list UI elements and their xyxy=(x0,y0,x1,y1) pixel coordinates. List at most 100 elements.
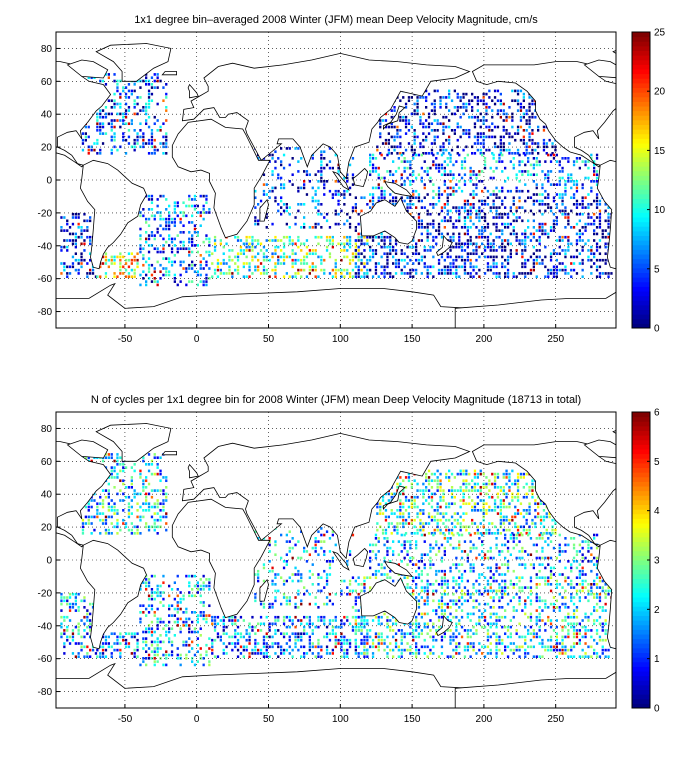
data-cell xyxy=(136,525,139,529)
data-cell xyxy=(501,579,504,583)
data-cell xyxy=(133,463,136,466)
data-cell xyxy=(107,482,110,486)
data-cell xyxy=(492,579,495,583)
data-cell xyxy=(285,222,288,226)
data-cell xyxy=(524,170,527,173)
data-cell xyxy=(145,463,148,466)
data-cell xyxy=(486,239,490,242)
data-cell xyxy=(277,589,280,593)
data-cell xyxy=(462,102,465,106)
data-cell xyxy=(426,170,429,173)
data-cell xyxy=(433,89,436,93)
data-cell xyxy=(604,245,607,249)
data-cell xyxy=(357,252,360,256)
data-cell xyxy=(549,229,553,232)
data-cell xyxy=(552,199,556,203)
data-cell xyxy=(213,245,217,249)
data-cell xyxy=(113,125,116,129)
data-cell xyxy=(593,160,596,163)
data-cell xyxy=(452,232,455,236)
data-cell xyxy=(351,606,355,609)
data-cell xyxy=(147,142,151,145)
data-cell xyxy=(265,648,268,652)
data-cell xyxy=(426,222,429,226)
data-cell xyxy=(521,255,524,259)
data-cell xyxy=(463,645,467,649)
data-cell xyxy=(314,546,317,550)
data-cell xyxy=(419,115,422,119)
data-cell xyxy=(262,245,266,249)
data-cell xyxy=(282,560,286,563)
data-cell xyxy=(188,231,191,234)
data-cell xyxy=(417,219,421,223)
data-cell xyxy=(222,629,225,632)
data-cell xyxy=(236,268,240,272)
data-cell xyxy=(271,255,274,259)
data-cell xyxy=(99,125,102,129)
data-cell xyxy=(228,619,231,622)
data-cell xyxy=(205,578,208,581)
data-cell xyxy=(208,584,211,588)
data-cell xyxy=(346,560,349,563)
data-cell xyxy=(80,229,83,232)
data-cell xyxy=(502,148,505,152)
data-cell xyxy=(340,589,343,593)
data-cell xyxy=(369,153,372,157)
data-cell xyxy=(472,268,475,272)
data-cell xyxy=(133,142,136,145)
data-cell xyxy=(410,145,413,149)
data-cell xyxy=(259,622,263,626)
data-cell xyxy=(60,262,63,265)
data-cell xyxy=(479,152,482,155)
data-cell xyxy=(459,135,462,139)
data-cell xyxy=(413,129,416,132)
data-cell xyxy=(483,203,487,206)
data-cell xyxy=(182,594,185,598)
data-cell xyxy=(516,129,520,132)
data-cell xyxy=(211,622,214,626)
data-cell xyxy=(489,209,492,213)
data-cell xyxy=(66,222,69,226)
data-cell xyxy=(446,255,449,259)
data-cell xyxy=(87,148,90,152)
data-cell xyxy=(265,642,268,645)
data-cell xyxy=(139,604,142,608)
data-cell xyxy=(196,620,199,624)
data-cell xyxy=(340,642,343,645)
data-cell xyxy=(303,170,306,173)
data-cell xyxy=(567,249,570,252)
data-cell xyxy=(366,203,369,206)
data-cell xyxy=(417,635,421,639)
data-cell xyxy=(412,193,415,196)
data-cell xyxy=(150,138,154,142)
data-cell xyxy=(199,601,202,604)
data-cell xyxy=(314,543,317,547)
data-cell xyxy=(567,176,570,180)
data-cell xyxy=(159,479,162,483)
colorbar-segment xyxy=(632,235,650,241)
coastline xyxy=(679,72,693,75)
data-cell xyxy=(458,586,461,589)
data-cell xyxy=(466,212,469,216)
data-cell xyxy=(320,163,323,167)
data-cell xyxy=(567,222,570,226)
data-cell xyxy=(458,583,461,586)
data-cell xyxy=(150,495,154,499)
data-cell xyxy=(311,632,314,636)
data-cell xyxy=(363,652,366,655)
data-cell xyxy=(211,252,214,256)
data-cell xyxy=(346,249,349,252)
data-cell xyxy=(498,648,501,652)
data-cell xyxy=(504,196,507,200)
data-cell xyxy=(130,476,133,479)
data-cell xyxy=(71,232,75,236)
data-cell xyxy=(394,249,398,252)
data-cell xyxy=(348,245,352,249)
data-cell xyxy=(518,196,521,200)
data-cell xyxy=(248,655,251,659)
data-cell xyxy=(410,148,413,152)
data-cell xyxy=(485,135,488,139)
data-cell xyxy=(87,456,90,460)
data-cell xyxy=(176,283,179,287)
data-cell xyxy=(460,163,464,167)
